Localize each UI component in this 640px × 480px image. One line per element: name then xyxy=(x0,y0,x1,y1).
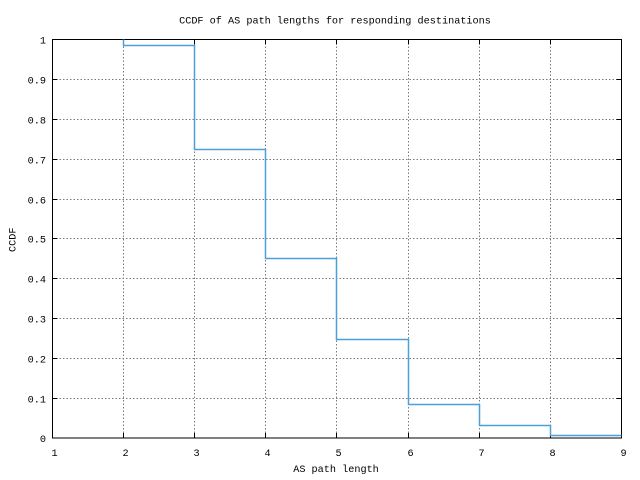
svg-text:0.7: 0.7 xyxy=(28,157,46,168)
svg-text:6: 6 xyxy=(407,449,413,460)
svg-text:1: 1 xyxy=(51,449,57,460)
svg-text:0.4: 0.4 xyxy=(28,276,46,287)
svg-text:8: 8 xyxy=(549,449,555,460)
svg-text:0.5: 0.5 xyxy=(28,236,46,247)
svg-text:0.1: 0.1 xyxy=(28,396,46,407)
svg-text:9: 9 xyxy=(620,449,626,460)
svg-text:0.3: 0.3 xyxy=(28,316,46,327)
svg-text:3: 3 xyxy=(193,449,199,460)
svg-text:0.8: 0.8 xyxy=(28,117,46,128)
svg-text:0.6: 0.6 xyxy=(28,197,46,208)
svg-text:CCDF: CCDF xyxy=(9,227,20,251)
svg-text:0.2: 0.2 xyxy=(28,356,46,367)
svg-text:AS path length: AS path length xyxy=(293,464,379,476)
svg-text:0.9: 0.9 xyxy=(28,77,46,88)
svg-text:7: 7 xyxy=(478,449,484,460)
svg-text:0: 0 xyxy=(40,435,46,446)
svg-text:4: 4 xyxy=(264,449,270,460)
svg-text:5: 5 xyxy=(335,449,341,460)
svg-text:1: 1 xyxy=(40,37,46,48)
svg-text:CCDF of AS path lengths for re: CCDF of AS path lengths for responding d… xyxy=(179,16,491,28)
svg-text:2: 2 xyxy=(122,449,128,460)
